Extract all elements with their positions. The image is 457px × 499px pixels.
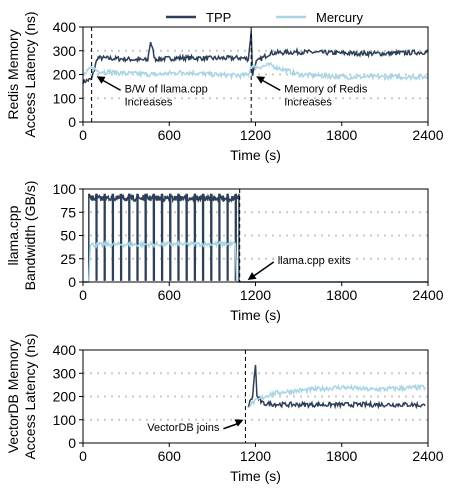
x-tick-label: 2400 [412, 448, 443, 464]
y-tick-label: 0 [68, 274, 76, 290]
series-tpp [247, 364, 426, 410]
x-tick-label: 1800 [326, 448, 357, 464]
legend-label-mercury: Mercury [316, 10, 363, 25]
chart-llama: llama.cpp exits 0 25 50 75 100 0 600 1200 1800 240… [5, 181, 444, 323]
annotation-arrowhead [96, 76, 106, 84]
annotation-arrow [223, 423, 238, 430]
y-axis-label: Access Latency (ns) [22, 333, 38, 459]
y-tick-label: 100 [53, 90, 77, 106]
legend: TPP Mercury [166, 10, 363, 25]
y-tick-label: 400 [53, 342, 77, 358]
annotation-arrow [253, 261, 275, 277]
y-axis-label: VectorDB Memory [5, 340, 21, 454]
series-tpp [83, 192, 428, 283]
series-mercury [83, 239, 428, 283]
annotation-text: Memory of Redis [284, 83, 368, 95]
annotation-text: llama.cpp exits [278, 255, 351, 267]
y-tick-label: 50 [60, 228, 76, 244]
x-tick-label: 2400 [412, 127, 443, 143]
x-tick-label: 1800 [326, 287, 357, 303]
y-tick-label: 25 [60, 251, 76, 267]
x-tick-label: 600 [158, 287, 182, 303]
x-axis-label: Time (s) [230, 147, 281, 163]
y-axis-label: Bandwidth (GB/s) [22, 181, 38, 291]
x-tick-label: 1200 [240, 287, 271, 303]
annotation-arrowhead [247, 272, 257, 280]
y-tick-label: 100 [53, 181, 77, 197]
series-mercury [82, 61, 429, 82]
annotation-text: B/W of llama.cpp [125, 83, 208, 95]
y-tick-label: 300 [53, 365, 77, 381]
series-tpp [82, 30, 429, 85]
y-tick-label: 400 [53, 19, 77, 35]
chart-vectordb: VectorDB joins 0 100 200 300 400 0 600 1200 1800 2… [5, 333, 444, 484]
y-tick-label: 0 [68, 114, 76, 130]
annotation-text: Increases [125, 96, 173, 108]
x-tick-label: 1200 [240, 127, 271, 143]
plot-frame [82, 188, 429, 283]
series-mercury [247, 383, 426, 409]
x-tick-label: 1200 [240, 448, 271, 464]
x-tick-label: 1800 [326, 127, 357, 143]
x-tick-label: 2400 [412, 287, 443, 303]
y-tick-label: 300 [53, 43, 77, 59]
y-tick-label: 0 [68, 435, 76, 451]
annotation-arrow [261, 79, 281, 91]
annotation-arrowhead [234, 419, 244, 427]
y-tick-label: 200 [53, 389, 77, 405]
x-axis-label: Time (s) [230, 307, 281, 323]
y-tick-label: 100 [53, 412, 77, 428]
annotation-arrowhead [256, 76, 266, 84]
plot-frame [82, 349, 429, 444]
y-axis-label: Access Latency (ns) [22, 11, 38, 137]
annotation-text: Increases [284, 96, 332, 108]
y-axis-label: Redis Memory [5, 29, 21, 119]
x-tick-label: 0 [79, 127, 87, 143]
legend-label-tpp: TPP [206, 10, 231, 25]
x-axis-label: Time (s) [230, 468, 281, 484]
y-tick-label: 200 [53, 67, 77, 83]
annotation-text: VectorDB joins [147, 422, 220, 434]
y-axis-label: llama.cpp [5, 205, 21, 265]
x-tick-label: 0 [79, 287, 87, 303]
y-tick-label: 75 [60, 204, 76, 220]
x-tick-label: 600 [158, 127, 182, 143]
x-tick-label: 600 [158, 448, 182, 464]
x-tick-label: 0 [79, 448, 87, 464]
annotation-arrow [102, 79, 121, 91]
